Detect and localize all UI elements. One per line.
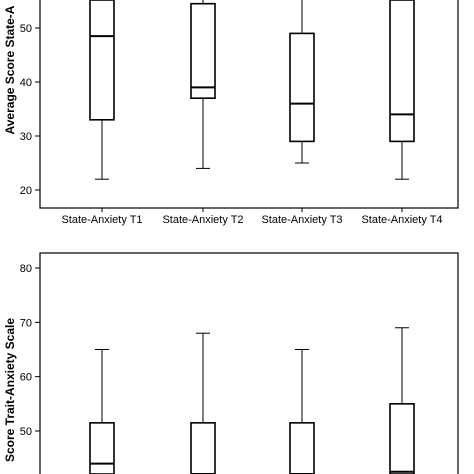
x-tick-label-1-3: State-Anxiety T4 [361,214,442,226]
x-tick-label-1-1: State-Anxiety T2 [162,214,243,226]
box-2-3 [389,403,415,474]
box-2-1 [190,422,216,474]
y-tick-label-2-3: 80 [20,263,32,275]
box-1-1 [190,2,216,99]
box-1-0 [89,0,115,121]
y-tick-label-1-2: 40 [20,77,32,89]
box-2-0 [89,422,115,474]
y-tick-label-1-1: 30 [20,131,32,143]
box-1-2 [289,32,315,143]
y-tick-label-1-0: 20 [20,185,32,197]
box-1-3 [389,0,415,143]
y-tick-label-1-3: 50 [20,23,32,35]
box-2-2 [289,422,315,474]
y-tick-label-2-2: 70 [20,317,32,329]
y-tick-label-2-0: 50 [20,426,32,438]
y-axis-title-1: Average Score State-A [3,5,17,134]
plot-frame-2 [39,252,459,474]
x-tick-label-1-2: State-Anxiety T3 [261,214,342,226]
y-tick-label-2-1: 60 [20,372,32,384]
plot-frame-1 [39,0,459,209]
y-axis-title-2: Score Trait-Anxiety Scale [3,318,17,462]
x-tick-label-1-0: State-Anxiety T1 [61,214,142,226]
